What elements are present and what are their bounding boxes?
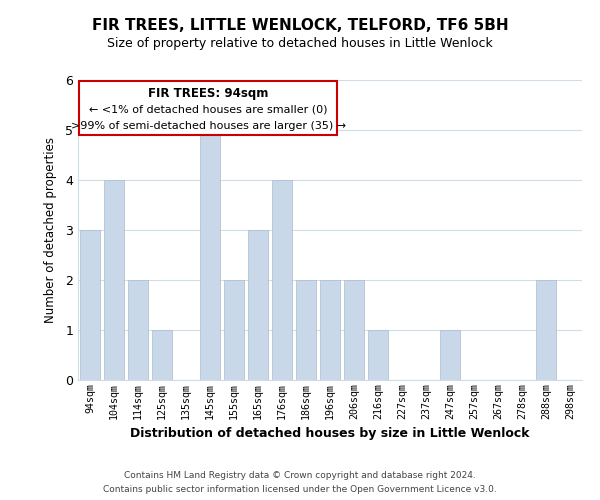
Bar bbox=[440, 330, 460, 380]
Text: Size of property relative to detached houses in Little Wenlock: Size of property relative to detached ho… bbox=[107, 38, 493, 51]
Text: FIR TREES, LITTLE WENLOCK, TELFORD, TF6 5BH: FIR TREES, LITTLE WENLOCK, TELFORD, TF6 … bbox=[92, 18, 508, 32]
Text: >99% of semi-detached houses are larger (35) →: >99% of semi-detached houses are larger … bbox=[71, 121, 346, 131]
Text: Contains HM Land Registry data © Crown copyright and database right 2024.: Contains HM Land Registry data © Crown c… bbox=[124, 472, 476, 480]
Bar bbox=[200, 130, 220, 380]
Bar bbox=[344, 280, 364, 380]
Bar bbox=[368, 330, 388, 380]
Bar bbox=[152, 330, 172, 380]
Bar bbox=[296, 280, 316, 380]
Text: ← <1% of detached houses are smaller (0): ← <1% of detached houses are smaller (0) bbox=[89, 105, 328, 115]
FancyBboxPatch shape bbox=[79, 81, 337, 135]
Bar bbox=[104, 180, 124, 380]
Bar bbox=[272, 180, 292, 380]
X-axis label: Distribution of detached houses by size in Little Wenlock: Distribution of detached houses by size … bbox=[130, 427, 530, 440]
Bar bbox=[248, 230, 268, 380]
Bar bbox=[224, 280, 244, 380]
Bar bbox=[320, 280, 340, 380]
Bar bbox=[128, 280, 148, 380]
Bar bbox=[80, 230, 100, 380]
Bar bbox=[536, 280, 556, 380]
Y-axis label: Number of detached properties: Number of detached properties bbox=[44, 137, 57, 323]
Text: FIR TREES: 94sqm: FIR TREES: 94sqm bbox=[148, 88, 268, 101]
Text: Contains public sector information licensed under the Open Government Licence v3: Contains public sector information licen… bbox=[103, 484, 497, 494]
